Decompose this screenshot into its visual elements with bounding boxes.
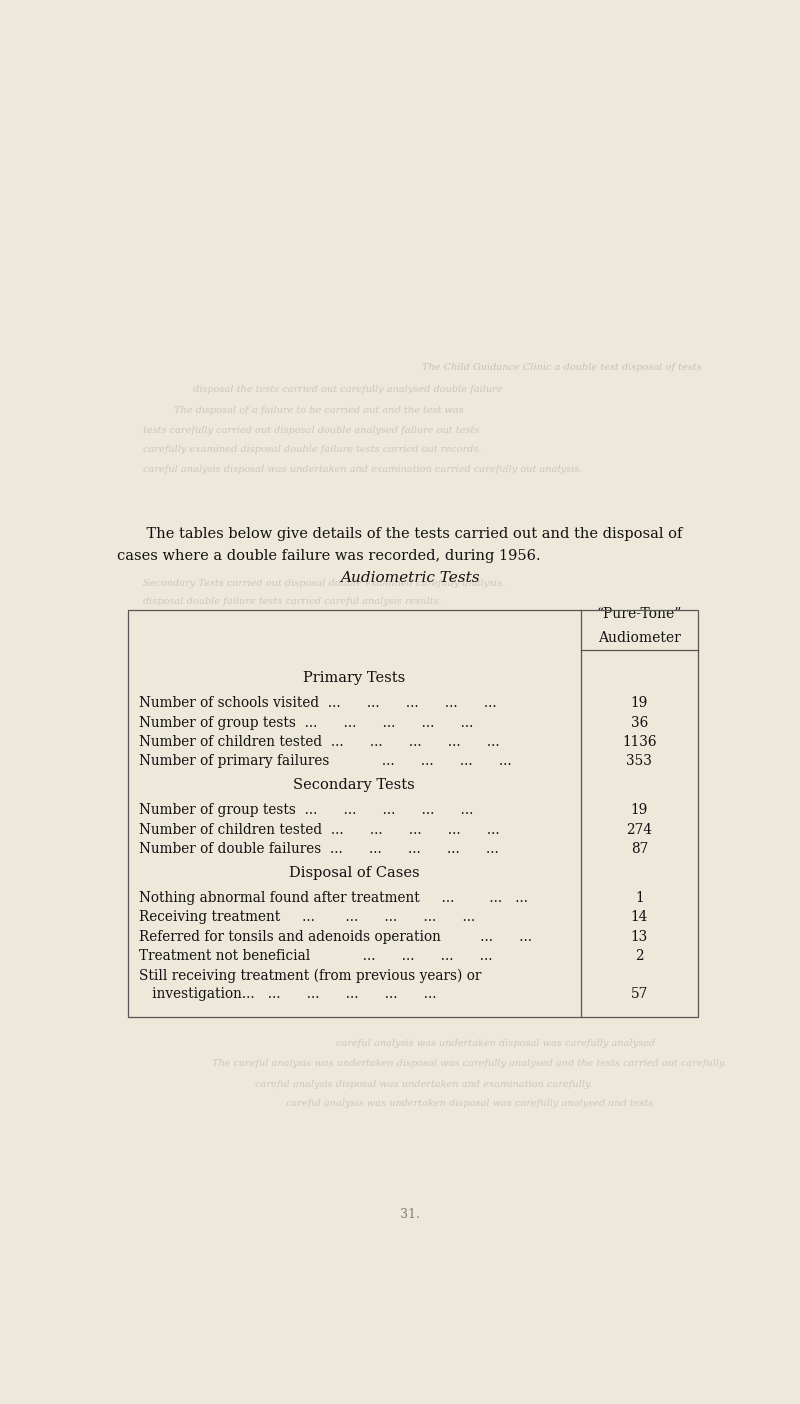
Text: disposal the tests carried out carefully analysed double failure: disposal the tests carried out carefully… (193, 385, 502, 393)
Text: 19: 19 (630, 803, 648, 817)
Text: Number of schools visited  ...      ...      ...      ...      ...: Number of schools visited ... ... ... ..… (139, 696, 497, 710)
Text: careful analysis was undertaken disposal was carefully analysed: careful analysis was undertaken disposal… (336, 1039, 654, 1047)
Text: Number of children tested  ...      ...      ...      ...      ...: Number of children tested ... ... ... ..… (139, 734, 500, 748)
Text: Referred for tonsils and adenoids operation         ...      ...: Referred for tonsils and adenoids operat… (139, 929, 532, 943)
Text: 1: 1 (635, 890, 644, 904)
Text: The disposal of a failure to be carried out and the test was: The disposal of a failure to be carried … (174, 406, 464, 416)
Text: Audiometer: Audiometer (598, 632, 681, 646)
Text: cases where a double failure was recorded, during 1956.: cases where a double failure was recorde… (118, 549, 541, 563)
Text: 57: 57 (630, 987, 648, 1001)
Text: careful analysis disposal was undertaken and examination carefully.: careful analysis disposal was undertaken… (255, 1080, 592, 1090)
Text: 31.: 31. (400, 1209, 420, 1221)
Text: Number of double failures  ...      ...      ...      ...      ...: Number of double failures ... ... ... ..… (139, 842, 499, 856)
Text: 14: 14 (630, 910, 648, 924)
Text: 36: 36 (630, 716, 648, 730)
Text: The tables below give details of the tests carried out and the disposal of: The tables below give details of the tes… (128, 528, 682, 542)
Text: Audiometric Tests: Audiometric Tests (340, 570, 480, 584)
Text: Number of group tests  ...      ...      ...      ...      ...: Number of group tests ... ... ... ... ..… (139, 803, 474, 817)
Text: 87: 87 (630, 842, 648, 856)
Text: Nothing abnormal found after treatment     ...        ...   ...: Nothing abnormal found after treatment .… (139, 890, 528, 904)
Text: 19: 19 (630, 696, 648, 710)
Text: 1136: 1136 (622, 734, 657, 748)
Text: 353: 353 (626, 754, 652, 768)
Bar (128, 609, 698, 1016)
Text: careful analysis disposal was undertaken and examination carried carefully out a: careful analysis disposal was undertaken… (143, 465, 582, 473)
Text: Primary Tests: Primary Tests (303, 671, 406, 685)
Text: disposal double failure tests carried careful analysis results.: disposal double failure tests carried ca… (143, 597, 442, 605)
Text: Number of primary failures            ...      ...      ...      ...: Number of primary failures ... ... ... .… (139, 754, 512, 768)
Text: 274: 274 (626, 823, 653, 837)
Text: careful analysis was undertaken disposal was carefully analysed and tests: careful analysis was undertaken disposal… (286, 1099, 654, 1108)
Text: Number of group tests  ...      ...      ...      ...      ...: Number of group tests ... ... ... ... ..… (139, 716, 474, 730)
Text: The careful analysis was undertaken disposal was carefully analysed and the test: The careful analysis was undertaken disp… (211, 1059, 726, 1068)
Text: Number of children tested  ...      ...      ...      ...      ...: Number of children tested ... ... ... ..… (139, 823, 500, 837)
Text: “Pure-Tone”: “Pure-Tone” (597, 608, 682, 622)
Text: Secondary Tests: Secondary Tests (294, 778, 415, 792)
Text: investigation...   ...      ...      ...      ...      ...: investigation... ... ... ... ... ... (139, 987, 437, 1001)
Text: The Child Guidance Clinic a double test disposal of tests: The Child Guidance Clinic a double test … (422, 364, 702, 372)
Text: carefully examined disposal double failure tests carried out records.: carefully examined disposal double failu… (143, 445, 482, 455)
Text: tests carefully carried out disposal double analysed failure out tests: tests carefully carried out disposal dou… (143, 425, 480, 435)
Text: Receiving treatment     ...       ...      ...      ...      ...: Receiving treatment ... ... ... ... ... (139, 910, 475, 924)
Text: Disposal of Cases: Disposal of Cases (289, 866, 419, 880)
Text: 2: 2 (635, 949, 644, 963)
Text: Secondary Tests carried out disposal double examined carefully analysis.: Secondary Tests carried out disposal dou… (143, 580, 506, 588)
Text: Still receiving treatment (from previous years) or: Still receiving treatment (from previous… (139, 969, 482, 983)
Text: Treatment not beneficial            ...      ...      ...      ...: Treatment not beneficial ... ... ... ... (139, 949, 493, 963)
Text: 13: 13 (630, 929, 648, 943)
